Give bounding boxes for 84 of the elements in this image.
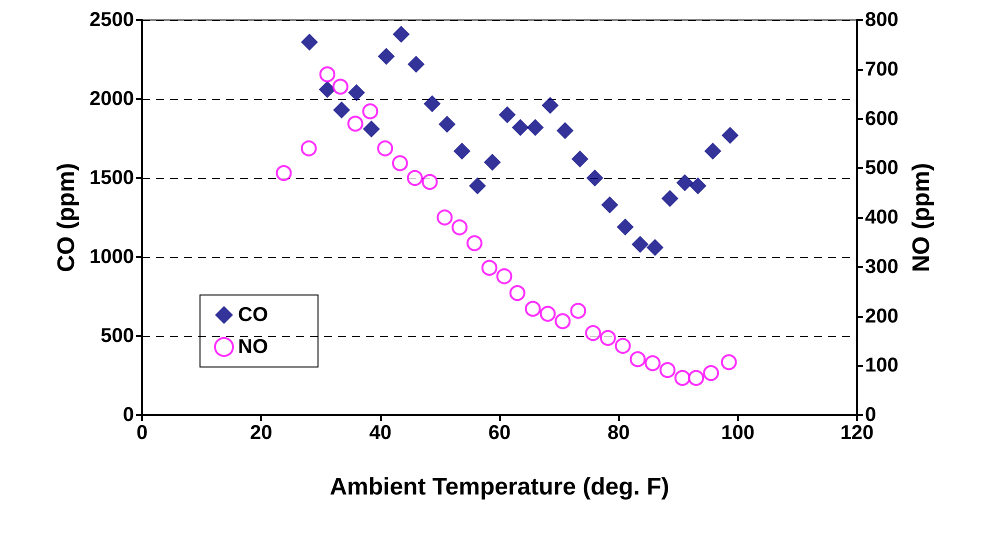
- point: [481, 260, 498, 276]
- x-tick-label: 20: [250, 422, 272, 444]
- point: [674, 370, 690, 386]
- point: [468, 177, 486, 194]
- y-tick-label: 1500: [90, 167, 134, 189]
- y2-tick-label: 200: [865, 305, 898, 328]
- point: [319, 66, 336, 82]
- point: [601, 196, 618, 214]
- point: [630, 351, 646, 368]
- point: [392, 26, 410, 43]
- point: [632, 236, 649, 253]
- point: [571, 150, 588, 168]
- point: [542, 96, 559, 114]
- x-tick-label: 100: [721, 422, 755, 444]
- point: [688, 370, 704, 386]
- y2-tick-label: 700: [865, 58, 898, 80]
- point: [438, 116, 456, 133]
- y-tick-label: 2500: [90, 9, 134, 31]
- y-tick-label: 1000: [90, 246, 134, 268]
- point: [660, 362, 676, 378]
- point: [676, 174, 694, 192]
- point: [318, 81, 336, 98]
- point: [600, 330, 616, 346]
- point: [333, 102, 350, 119]
- point: [689, 177, 706, 194]
- point: [616, 218, 634, 236]
- point: [585, 325, 602, 342]
- point: [646, 239, 664, 256]
- point: [512, 118, 529, 136]
- point: [704, 142, 722, 160]
- y-tick-label: 0: [122, 404, 134, 426]
- point: [424, 95, 441, 112]
- point: [644, 355, 661, 372]
- point: [377, 140, 394, 156]
- point: [453, 142, 470, 160]
- y2-tick-label: 800: [865, 9, 898, 31]
- point: [392, 155, 408, 172]
- point: [661, 190, 678, 208]
- point: [524, 300, 541, 317]
- point: [703, 365, 720, 382]
- point: [348, 84, 365, 102]
- x-axis-title: Ambient Temperature (deg. F): [330, 474, 670, 500]
- y-axis-title: CO (ppm): [53, 162, 80, 272]
- point: [452, 219, 468, 236]
- legend-label: NO: [238, 336, 268, 358]
- point: [554, 313, 571, 330]
- point: [332, 78, 348, 95]
- legend-label: CO: [238, 304, 268, 326]
- y2-tick-label: 400: [865, 206, 898, 228]
- point: [509, 285, 526, 302]
- point: [378, 48, 395, 65]
- y-tick-label: 2000: [90, 88, 134, 110]
- point: [300, 34, 318, 51]
- point: [586, 170, 604, 186]
- y2-tick-label: 500: [865, 157, 898, 180]
- x-tick-label: 40: [369, 422, 392, 444]
- point: [276, 165, 292, 182]
- y2-tick-label: 100: [865, 354, 898, 377]
- point: [300, 140, 317, 156]
- point: [406, 170, 423, 186]
- point: [526, 118, 544, 136]
- point: [614, 338, 631, 354]
- point: [496, 268, 512, 284]
- point: [720, 354, 737, 370]
- point: [498, 106, 516, 124]
- point: [466, 235, 482, 252]
- y2-tick-label: 300: [865, 256, 898, 278]
- y2-tick-label: 600: [865, 108, 898, 130]
- point: [362, 103, 378, 120]
- x-tick-label: 0: [136, 422, 148, 444]
- y2-axis-title: NO (ppm): [908, 162, 935, 272]
- point: [436, 210, 453, 226]
- point: [540, 306, 556, 322]
- point: [722, 126, 739, 144]
- point: [422, 174, 438, 190]
- point: [362, 120, 380, 138]
- point: [408, 56, 425, 73]
- point: [484, 154, 501, 171]
- x-tick-label: 60: [488, 422, 511, 444]
- point: [570, 302, 586, 319]
- x-tick-label: 80: [608, 422, 630, 444]
- point: [347, 116, 364, 132]
- point: [556, 122, 574, 140]
- y-tick-label: 500: [100, 325, 134, 347]
